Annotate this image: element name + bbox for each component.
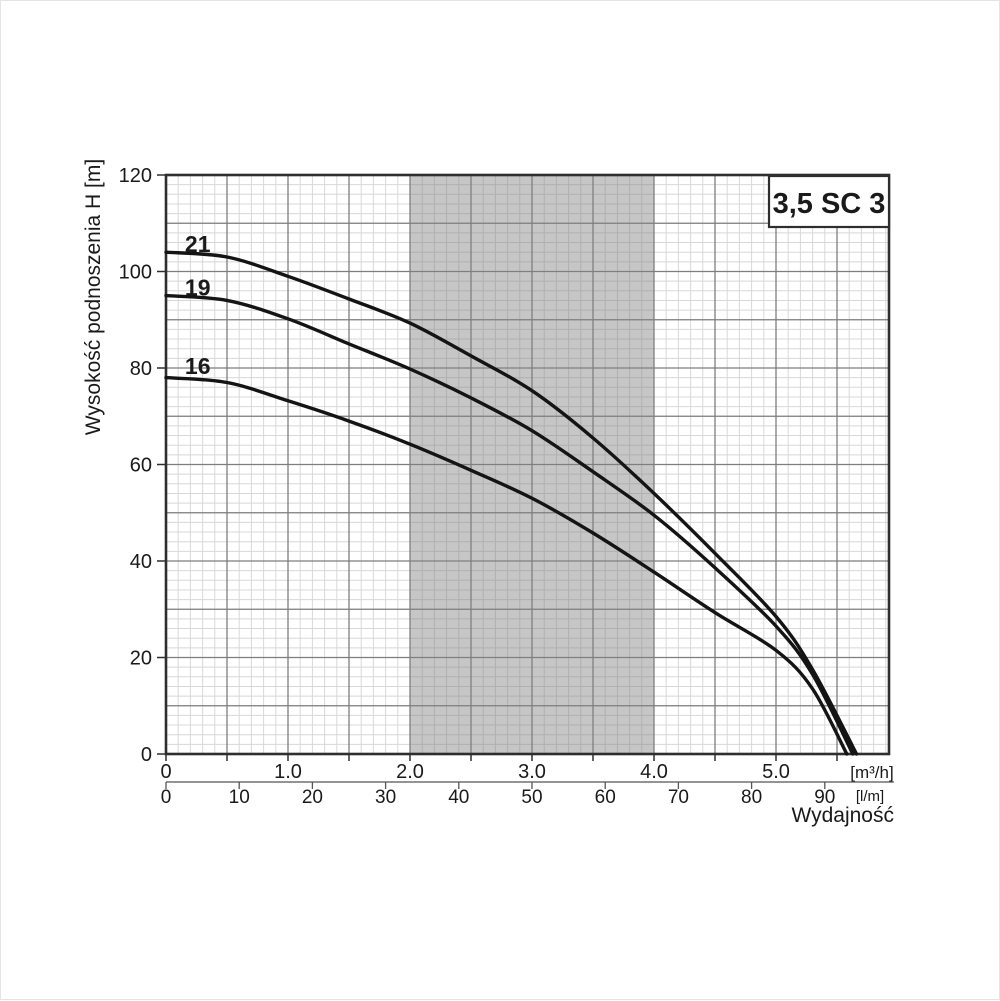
- y-tick-label: 100: [119, 262, 152, 284]
- curve-label-19: 19: [185, 275, 211, 301]
- x-tick-label-lm: 30: [375, 787, 396, 808]
- title-box-frame: [767, 174, 891, 229]
- x-tick-label-lm: 90: [814, 787, 835, 808]
- x-tick-label-lm: 60: [595, 787, 616, 808]
- y-tick-label: 60: [130, 455, 152, 477]
- y-tick-label: 0: [141, 744, 152, 766]
- x-tick-label-lm: 70: [668, 787, 689, 808]
- title-box: 3,5 SC 3: [767, 174, 891, 229]
- x-tick-label-m3h: 0: [160, 761, 171, 783]
- x-axis-title: Wydajność: [791, 804, 894, 827]
- x-tick-label-m3h: 4.0: [640, 761, 668, 783]
- axis-ticks: [157, 174, 894, 789]
- pump-curve-21: [164, 250, 859, 756]
- curve-label-16: 16: [185, 353, 211, 379]
- y-tick-label: 120: [119, 165, 152, 187]
- pump-curve-19: [164, 293, 855, 756]
- x-tick-label-lm: 80: [741, 787, 762, 808]
- recommended-operating-band: [410, 175, 654, 754]
- curve-label-21: 21: [185, 231, 211, 257]
- pump-curves: [164, 250, 859, 756]
- grid-major-lines: [166, 175, 889, 754]
- x-tick-label-lm: 10: [229, 787, 250, 808]
- curve-number-labels: 21 19 16: [185, 231, 211, 379]
- x-tick-label-m3h: 1.0: [274, 761, 302, 783]
- y-tick-label: 40: [130, 551, 152, 573]
- y-tick-label: 80: [130, 358, 152, 380]
- pump-curve-16: [164, 375, 849, 756]
- y-axis-title: Wysokość podnoszenia H [m]: [82, 159, 105, 435]
- y-tick-label: 20: [130, 648, 152, 670]
- x-tick-label-lm: 40: [448, 787, 469, 808]
- axis-tick-labels: 0 20 40 60 80 100 120 0 1.0 2.0 3.0 4.0 5.0 0 10 20 30 40…: [119, 165, 836, 808]
- x-tick-label-lm: 50: [521, 787, 542, 808]
- x-unit-m3h-label: [m³/h]: [850, 763, 893, 782]
- x-tick-label-m3h: 3.0: [518, 761, 546, 783]
- x-unit-lm-label: [l/m]: [856, 788, 884, 805]
- pump-model-label: 3,5 SC 3: [773, 188, 886, 220]
- shaded-band: [410, 175, 654, 754]
- x-tick-label-lm: 20: [302, 787, 323, 808]
- x-tick-label-lm: 0: [161, 787, 172, 808]
- x-tick-label-m3h: 2.0: [396, 761, 424, 783]
- x-tick-label-m3h: 5.0: [762, 761, 790, 783]
